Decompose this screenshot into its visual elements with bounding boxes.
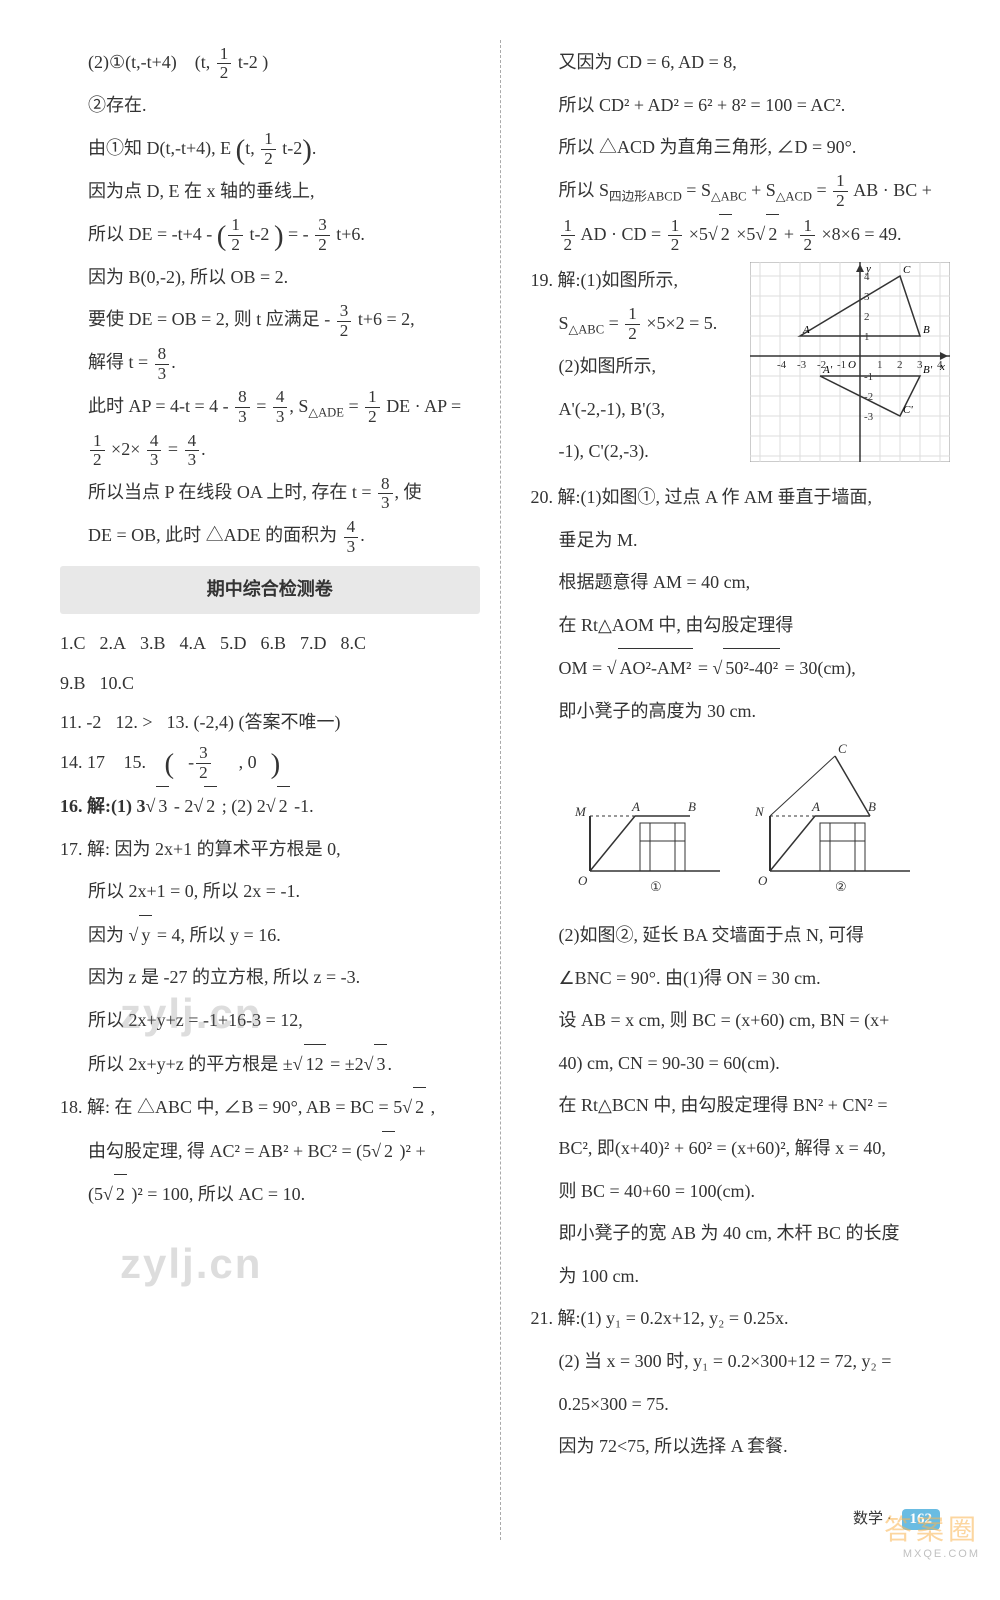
text-line: 所以 S四边形ABCD = S△ABC + S△ACD = 12 AB · BC… <box>531 171 951 211</box>
text-line: 所以 DE = -t+4 - (12 t-2 ) = - 32 t+6. <box>60 215 480 255</box>
triangle-diagrams: M A B O ① N A B C O ② <box>531 741 951 906</box>
svg-text:y: y <box>865 263 871 275</box>
svg-text:C': C' <box>903 404 913 416</box>
svg-text:B: B <box>868 799 876 814</box>
svg-text:O: O <box>848 359 856 371</box>
q18-line: 18. 解: 在 △ABC 中, ∠B = 90°, AB = BC = 5√2… <box>60 1087 480 1128</box>
q21-line: 21. 解:(1) y₁ = 0.2x+12, y₂ = 0.25x. <box>531 1299 951 1339</box>
svg-text:B: B <box>923 324 930 336</box>
q21-line: 0.25×300 = 75. <box>531 1385 951 1425</box>
answer-row-2: 9.B10.C <box>60 664 480 704</box>
q17-line: 所以 2x+1 = 0, 所以 2x = -1. <box>60 872 480 912</box>
q20-line: (2)如图②, 延长 BA 交墙面于点 N, 可得 <box>531 916 951 956</box>
svg-text:x: x <box>939 361 945 373</box>
answer-row-4: 14. 17 15. (-32, 0) <box>60 743 480 783</box>
q20-line: 20. 解:(1)如图①, 过点 A 作 AM 垂直于墙面, <box>531 478 951 518</box>
q20-line: OM = √AO²-AM² = √50²-40² = 30(cm), <box>531 648 951 689</box>
text-line: 由①知 D(t,-t+4), E (t, 12 t-2). <box>60 129 480 169</box>
text-line: 解得 t = 83. <box>60 343 480 383</box>
q20-line: 在 Rt△BCN 中, 由勾股定理得 BN² + CN² = <box>531 1086 951 1126</box>
q18-line: 由勾股定理, 得 AC² = AB² + BC² = (5√2 )² + <box>60 1131 480 1172</box>
svg-text:2: 2 <box>897 359 903 371</box>
q20-line: 为 100 cm. <box>531 1257 951 1297</box>
svg-text:-3: -3 <box>797 359 807 371</box>
text-line: 所以当点 P 在线段 OA 上时, 存在 t = 83, 使 <box>60 473 480 513</box>
q20-line: 即小凳子的高度为 30 cm. <box>531 692 951 732</box>
text-line: 因为 B(0,-2), 所以 OB = 2. <box>60 258 480 298</box>
q20-line: 则 BC = 40+60 = 100(cm). <box>531 1172 951 1212</box>
q17-line: 所以 2x+y+z = -1+16-3 = 12, <box>60 1001 480 1041</box>
text-line: 又因为 CD = 6, AD = 8, <box>531 43 951 83</box>
answer-row-1: 1.C2.A3.B4.A5.D6.B7.D8.C <box>60 624 480 664</box>
svg-text:O: O <box>758 873 768 888</box>
text-line: 要使 DE = OB = 2, 则 t 应满足 - 32 t+6 = 2, <box>60 300 480 340</box>
svg-text:-1: -1 <box>837 359 846 371</box>
svg-text:-1: -1 <box>864 371 873 383</box>
svg-text:A': A' <box>822 364 833 376</box>
svg-text:A: A <box>802 324 810 336</box>
svg-text:O: O <box>578 873 588 888</box>
coordinate-grid-figure: -4-3-2-112341234-1-2-3OxyABCA'B'C' <box>750 262 950 462</box>
svg-text:②: ② <box>835 879 847 891</box>
q17-line: 所以 2x+y+z 的平方根是 ±√12 = ±2√3. <box>60 1044 480 1085</box>
q20-line: ∠BNC = 90°. 由(1)得 ON = 30 cm. <box>531 959 951 999</box>
svg-text:1: 1 <box>864 331 870 343</box>
svg-text:1: 1 <box>877 359 883 371</box>
text-line: 因为点 D, E 在 x 轴的垂线上, <box>60 172 480 212</box>
column-divider <box>500 40 501 1540</box>
svg-text:-3: -3 <box>864 411 874 423</box>
svg-text:A: A <box>631 799 640 814</box>
answer-row-3: 11. -212. >13. (-2,4) (答案不唯一) <box>60 703 480 743</box>
q20-line: 40) cm, CN = 90-30 = 60(cm). <box>531 1044 951 1084</box>
q17-line: 因为 z 是 -27 的立方根, 所以 z = -3. <box>60 958 480 998</box>
svg-text:B': B' <box>923 364 933 376</box>
q17-line: 17. 解: 因为 2x+1 的算术平方根是 0, <box>60 830 480 870</box>
q17-line: 因为 √y = 4, 所以 y = 16. <box>60 915 480 956</box>
text-line: 所以 CD² + AD² = 6² + 8² = 100 = AC². <box>531 86 951 126</box>
q20-line: BC², 即(x+40)² + 60² = (x+60)², 解得 x = 40… <box>531 1129 951 1169</box>
svg-text:B: B <box>688 799 696 814</box>
section-header: 期中综合检测卷 <box>60 566 480 614</box>
svg-text:①: ① <box>650 879 662 891</box>
text-line: (2)①(t,-t+4) (t, 12 t-2 ) <box>60 43 480 83</box>
svg-text:2: 2 <box>864 311 870 323</box>
q20-line: 在 Rt△AOM 中, 由勾股定理得 <box>531 606 951 646</box>
svg-text:C: C <box>903 264 911 276</box>
q16: 16. 解:(1) 3√3 - 2√2 ; (2) 2√2 -1. <box>60 786 480 827</box>
svg-text:C: C <box>838 741 847 756</box>
text-line: 12 AD · CD = 12 ×5√2 ×5√2 + 12 ×8×6 = 49… <box>531 214 951 255</box>
svg-text:-4: -4 <box>777 359 787 371</box>
q20-line: 设 AB = x cm, 则 BC = (x+60) cm, BN = (x+ <box>531 1001 951 1041</box>
text-line: 所以 △ACD 为直角三角形, ∠D = 90°. <box>531 128 951 168</box>
svg-text:M: M <box>574 804 587 819</box>
q21-line: (2) 当 x = 300 时, y₁ = 0.2×300+12 = 72, y… <box>531 1342 951 1382</box>
corner-watermark: 答案圈 MXQE.COM <box>884 1508 980 1560</box>
text-line: ②存在. <box>60 86 480 126</box>
q20-line: 垂足为 M. <box>531 521 951 561</box>
text-line: 12 ×2× 43 = 43. <box>60 430 480 470</box>
text-line: 此时 AP = 4-t = 4 - 83 = 43, S△ADE = 12 DE… <box>60 387 480 427</box>
q20-line: 根据题意得 AM = 40 cm, <box>531 563 951 603</box>
svg-text:A: A <box>811 799 820 814</box>
q21-line: 因为 72<75, 所以选择 A 套餐. <box>531 1427 951 1467</box>
svg-text:N: N <box>754 804 765 819</box>
q20-line: 即小凳子的宽 AB 为 40 cm, 木杆 BC 的长度 <box>531 1214 951 1254</box>
text-line: DE = OB, 此时 △ADE 的面积为 43. <box>60 516 480 556</box>
q18-line: (5√2 )² = 100, 所以 AC = 10. <box>60 1174 480 1215</box>
